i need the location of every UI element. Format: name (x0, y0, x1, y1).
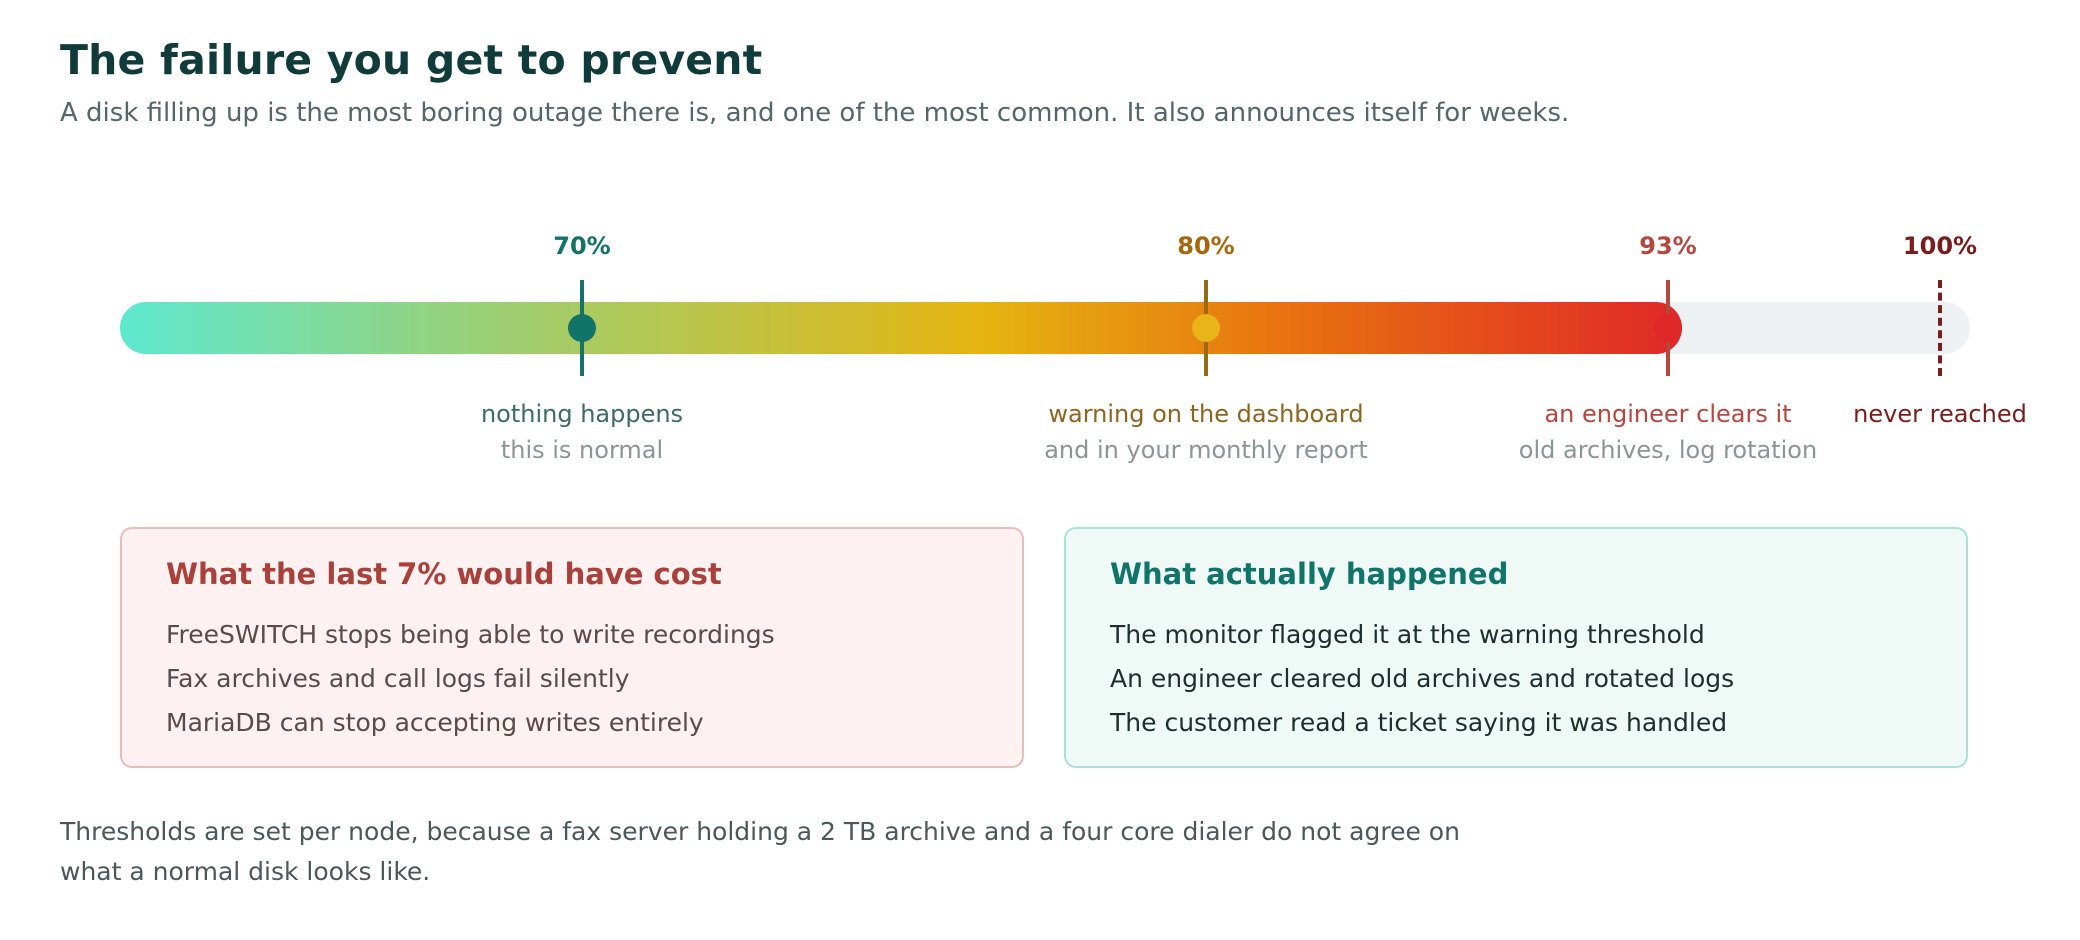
scale-fill (120, 302, 1682, 354)
marker-dot (1192, 314, 1220, 342)
page-subtitle: A disk filling up is the most boring out… (60, 98, 1570, 128)
list-item: Fax archives and call logs fail silently (166, 664, 630, 693)
marker-percent-label: 80% (1177, 232, 1235, 260)
marker-dot (1654, 314, 1682, 342)
page-title: The failure you get to prevent (60, 36, 763, 84)
marker-percent-label: 70% (553, 232, 611, 260)
actual-card-list: The monitor flagged it at the warning th… (1110, 613, 1922, 745)
marker-dashed-tick (1938, 280, 1942, 376)
marker-detail: this is normal (500, 436, 664, 464)
disk-usage-scale: 70% nothing happens this is normal 80% w… (120, 220, 2027, 480)
footnote: Thresholds are set per node, because a f… (60, 817, 1460, 886)
actual-card: What actually happened The monitor flagg… (1064, 527, 1968, 768)
list-item: The customer read a ticket saying it was… (1110, 708, 1728, 737)
page: The failure you get to prevent A disk fi… (60, 36, 2020, 128)
list-item: FreeSWITCH stops being able to write rec… (166, 620, 775, 649)
marker-percent-label: 100% (1902, 232, 1978, 260)
marker-caption: warning on the dashboard (1048, 400, 1364, 428)
actual-card-title: What actually happened (1110, 557, 1509, 591)
marker-caption: an engineer clears it (1544, 400, 1792, 428)
cost-card: What the last 7% would have cost FreeSWI… (120, 527, 1024, 768)
list-item: MariaDB can stop accepting writes entire… (166, 708, 704, 737)
marker-detail: old archives, log rotation (1518, 436, 1818, 464)
cost-card-title: What the last 7% would have cost (166, 557, 722, 591)
cost-card-list: FreeSWITCH stops being able to write rec… (166, 613, 978, 745)
marker-caption: nothing happens (480, 400, 684, 428)
list-item: The monitor flagged it at the warning th… (1110, 620, 1705, 649)
marker-detail: and in your monthly report (1044, 436, 1368, 464)
list-item: An engineer cleared old archives and rot… (1110, 664, 1735, 693)
marker-caption: never reached (1853, 400, 2027, 428)
marker-dot (568, 314, 596, 342)
marker-percent-label: 93% (1639, 232, 1697, 260)
